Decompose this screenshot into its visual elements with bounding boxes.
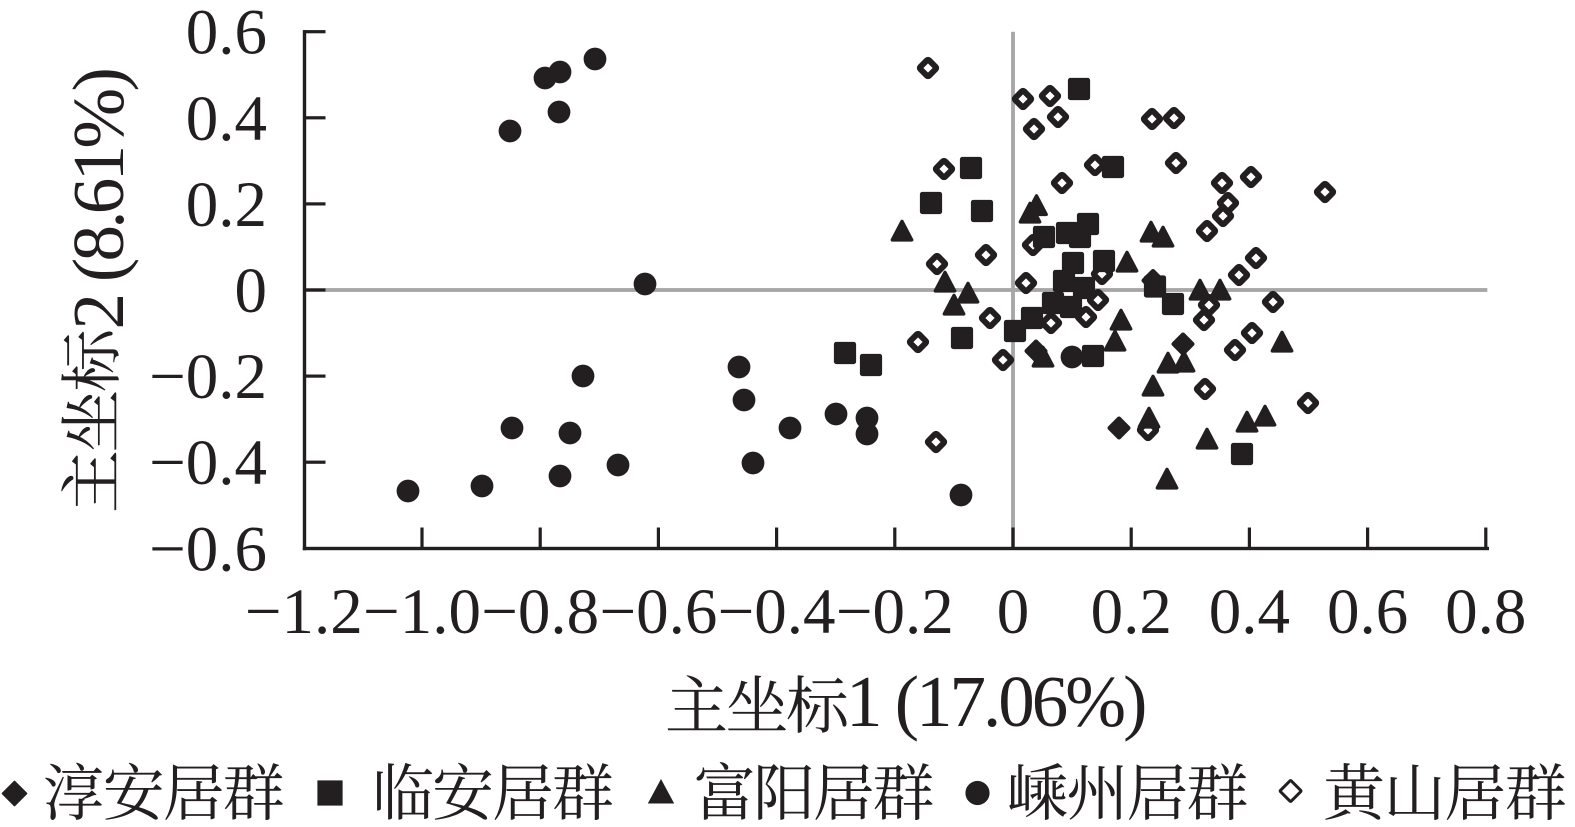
svg-text:0.6: 0.6 — [186, 0, 267, 69]
svg-text:0.4: 0.4 — [1209, 576, 1290, 648]
svg-text:0.8: 0.8 — [1445, 576, 1526, 648]
svg-text:2 (8.61%): 2 (8.61%) — [58, 69, 139, 329]
svg-text:−0.4: −0.4 — [149, 427, 267, 499]
svg-text:0: 0 — [997, 576, 1030, 648]
svg-text:−0.8: −0.8 — [481, 576, 599, 648]
svg-text:−0.4: −0.4 — [718, 576, 836, 648]
svg-text:0.2: 0.2 — [1091, 576, 1172, 648]
svg-text:0: 0 — [235, 255, 268, 327]
svg-text:−0.2: −0.2 — [836, 576, 954, 648]
svg-text:−0.6: −0.6 — [599, 576, 717, 648]
svg-text:−1.2: −1.2 — [245, 576, 363, 648]
svg-text:0.6: 0.6 — [1327, 576, 1408, 648]
svg-text:0.2: 0.2 — [186, 169, 267, 241]
svg-text:−0.6: −0.6 — [149, 513, 267, 585]
svg-text:0.4: 0.4 — [186, 83, 267, 155]
svg-text:−0.2: −0.2 — [149, 341, 267, 413]
svg-text:−1.0: −1.0 — [363, 576, 481, 648]
svg-text:1 (17.06%): 1 (17.06%) — [846, 661, 1145, 742]
